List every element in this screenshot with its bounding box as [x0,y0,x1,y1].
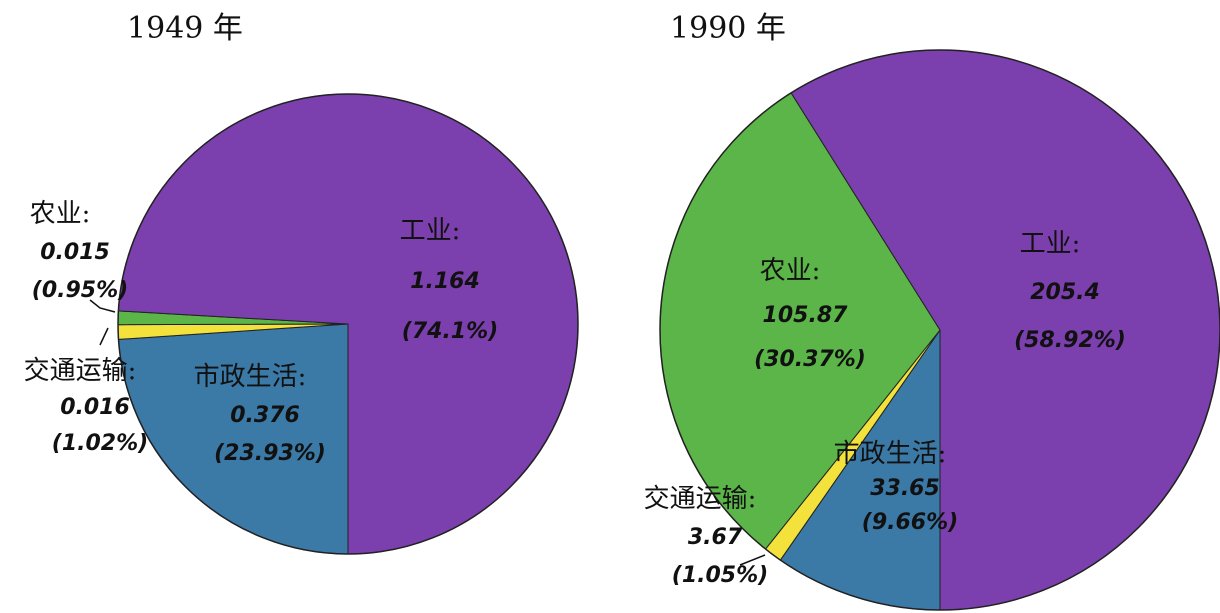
slice-label: 农业: [760,256,821,286]
slice-label: 市政生活: [834,439,947,469]
slice-label: 交通运输: [24,356,137,386]
slice-percent: (58.92%) [1014,328,1126,353]
slice-label: 交通运输: [644,484,757,514]
pie-slice [117,323,349,555]
pointer [739,554,766,566]
slice-percent: (30.37%) [754,347,866,372]
slice-percent: (9.66%) [862,510,958,535]
slice-value: 105.87 [763,303,849,328]
slice-label: 农业: [30,199,91,229]
pointer [89,299,116,313]
slice-percent: (1.05%) [672,563,768,588]
pie-outline [117,93,579,555]
slice-value: 0.015 [40,240,110,265]
slice-label: 市政生活: [194,362,307,392]
slice-value: 3.67 [688,525,743,550]
slice-percent: (74.1%) [402,319,498,344]
chart-title: 1990 年 [670,11,786,46]
slice-percent: (0.95%) [32,278,128,303]
chart-title: 1949 年 [127,11,243,46]
slice-percent: (1.02%) [52,431,148,456]
pointer [99,327,109,346]
slice-label: 工业: [1020,229,1081,259]
slice-value: 0.016 [60,395,130,420]
slice-value: 205.4 [1030,280,1100,305]
pie-outline [659,49,1220,611]
slice-label: 工业: [400,216,461,246]
slice-percent: (23.93%) [214,441,326,466]
slice-value: 0.376 [230,403,300,428]
slice-value: 33.65 [870,476,940,501]
slice-value: 1.164 [410,269,480,294]
